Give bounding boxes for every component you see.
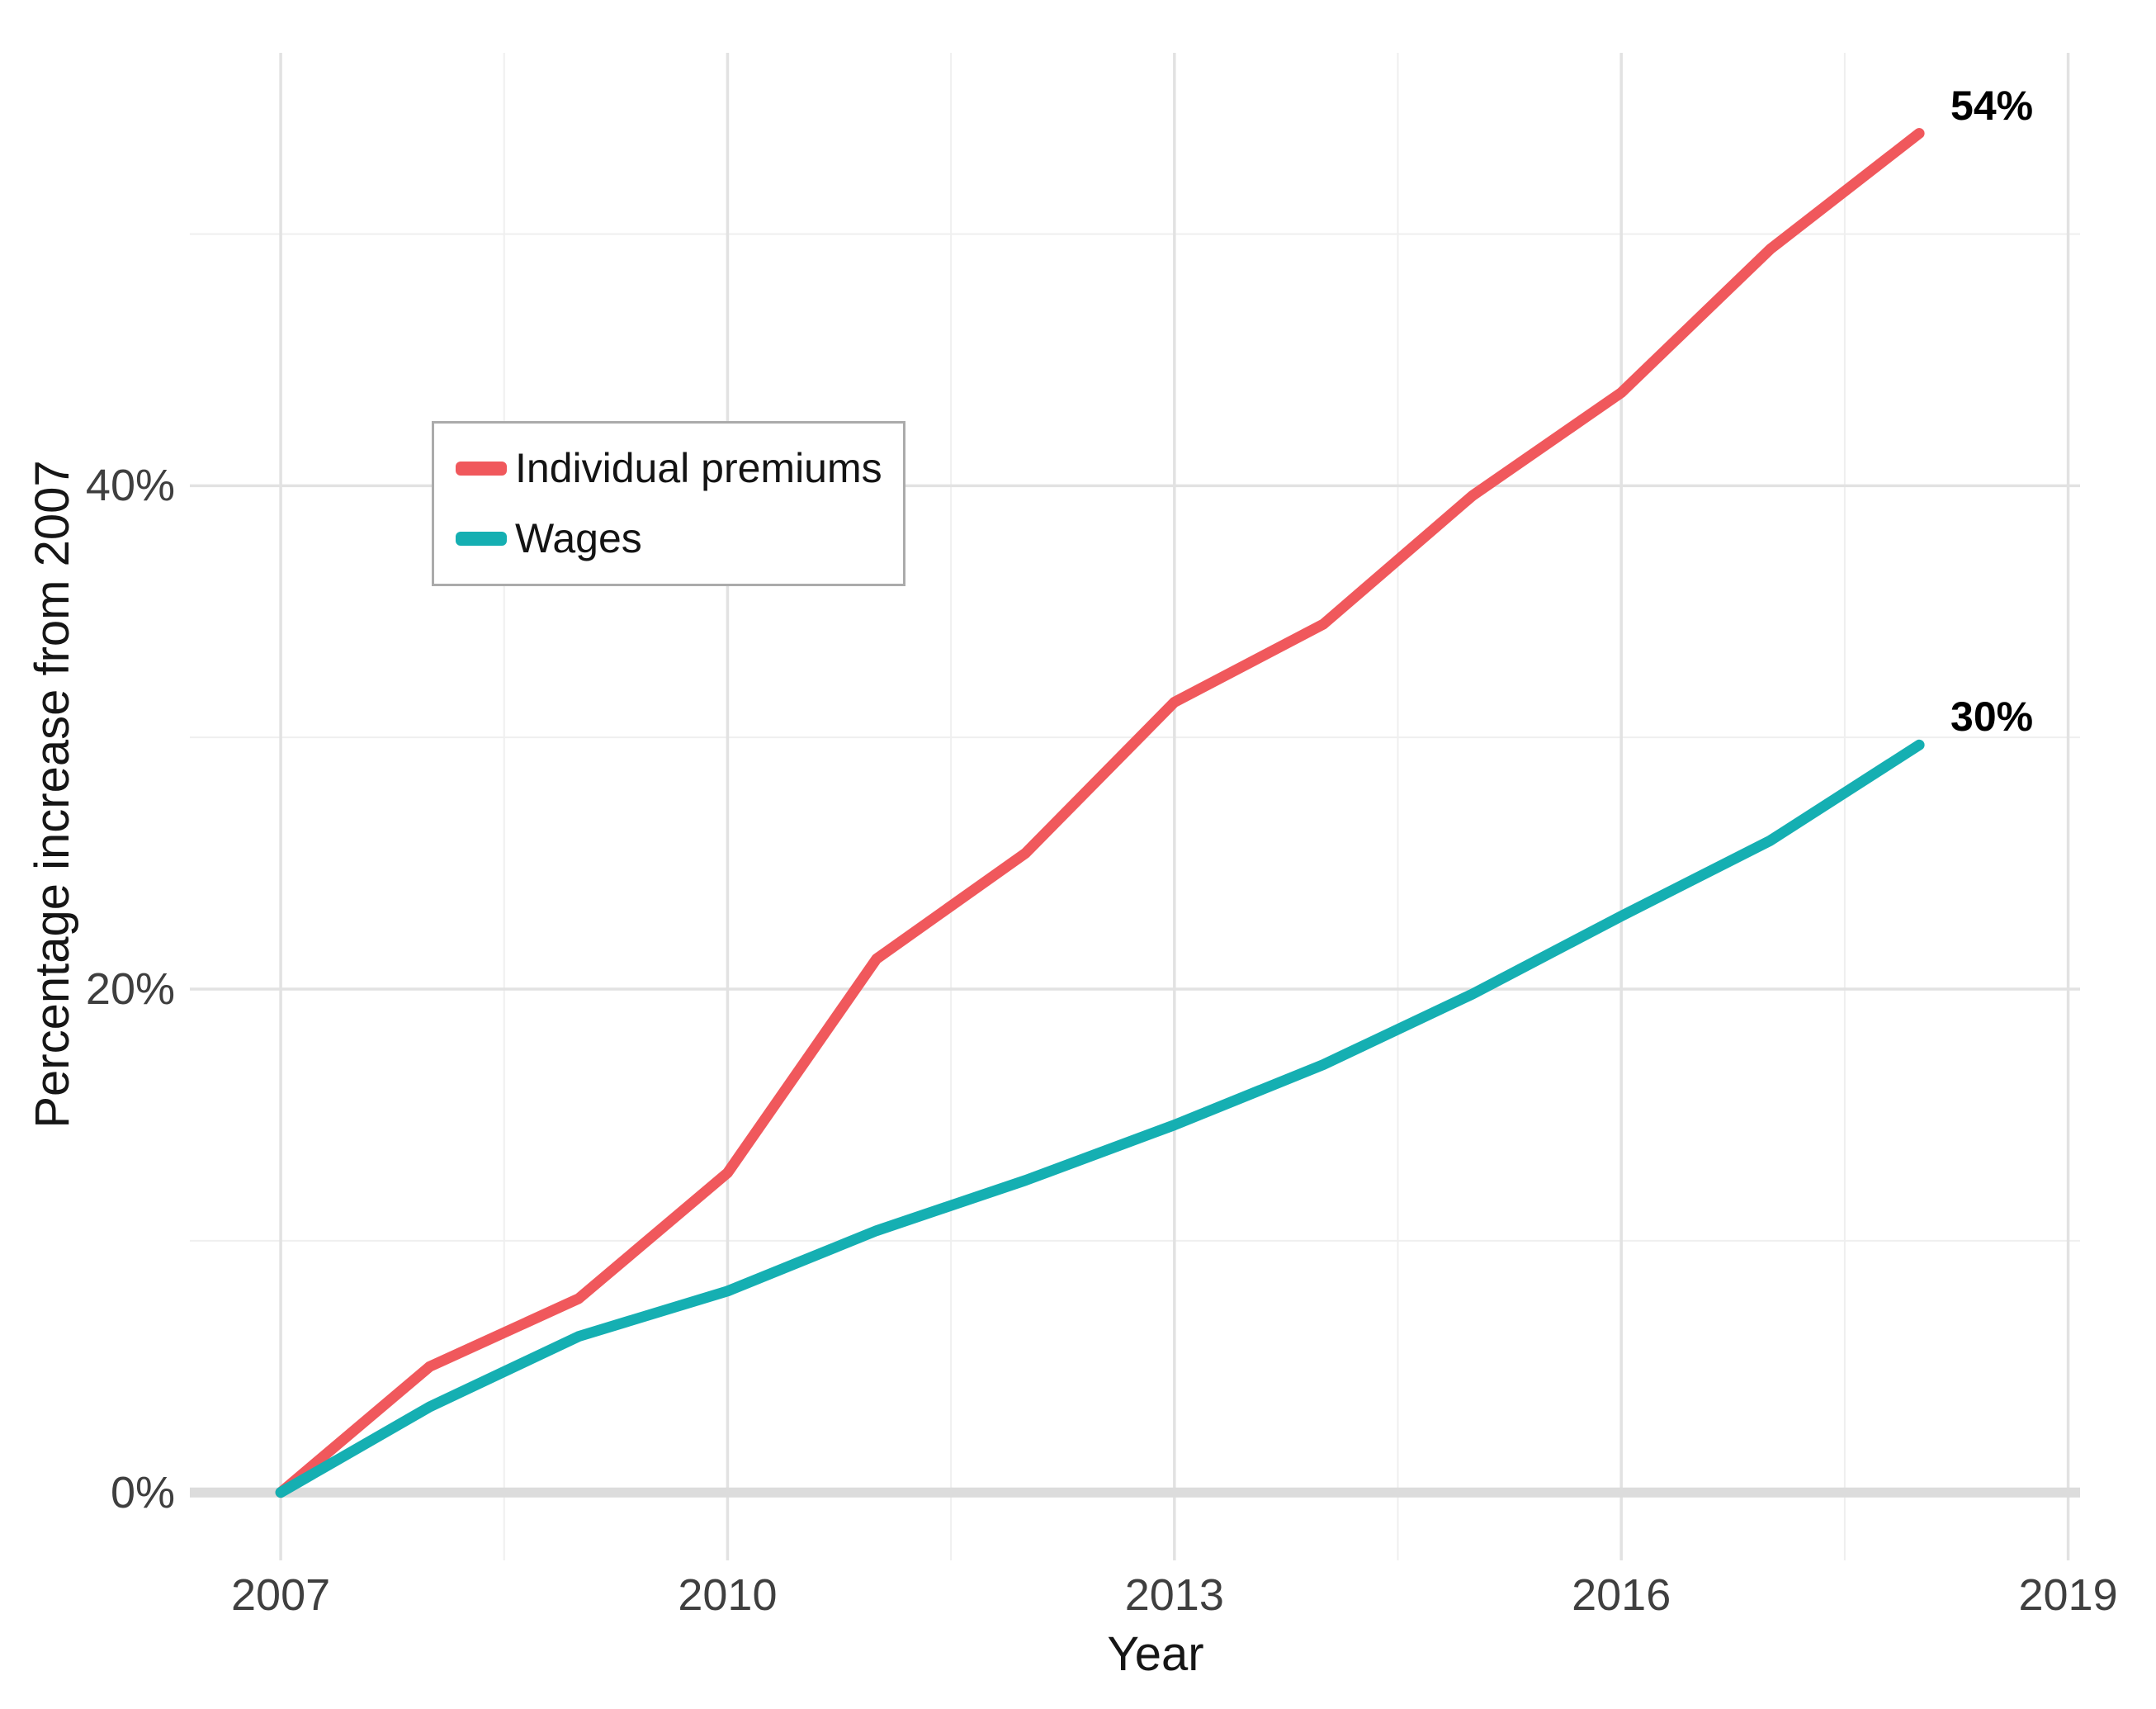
y-axis-title: Percentage increase from 2007 [26,460,79,1129]
premiums-line-swatch [456,462,507,476]
legend-item-label: Wages [515,515,642,561]
y-tick-label: 40% [85,461,175,511]
legend-item-individual-premiums: Individual premiums [456,446,903,491]
y-tick-label: 0% [110,1467,175,1517]
x-tick-label: 2019 [2018,1570,2118,1620]
y-tick-label: 20% [85,964,175,1014]
x-axis-title: Year [1107,1627,1204,1681]
legend-item-label: Individual premiums [515,445,882,491]
x-tick-label: 2013 [1124,1570,1224,1620]
legend-item-wages: Wages [456,516,903,561]
line-wages [275,739,1925,1498]
legend: Individual premiums Wages [432,421,905,586]
line-individual-premiums [275,128,1925,1498]
wages-end-label: 30% [1950,694,2034,741]
x-tick-label: 2010 [678,1570,778,1620]
premiums-end-label: 54% [1950,82,2034,129]
wages-line-swatch [456,532,507,546]
x-tick-label: 2007 [231,1570,331,1620]
x-tick-label: 2016 [1572,1570,1671,1620]
